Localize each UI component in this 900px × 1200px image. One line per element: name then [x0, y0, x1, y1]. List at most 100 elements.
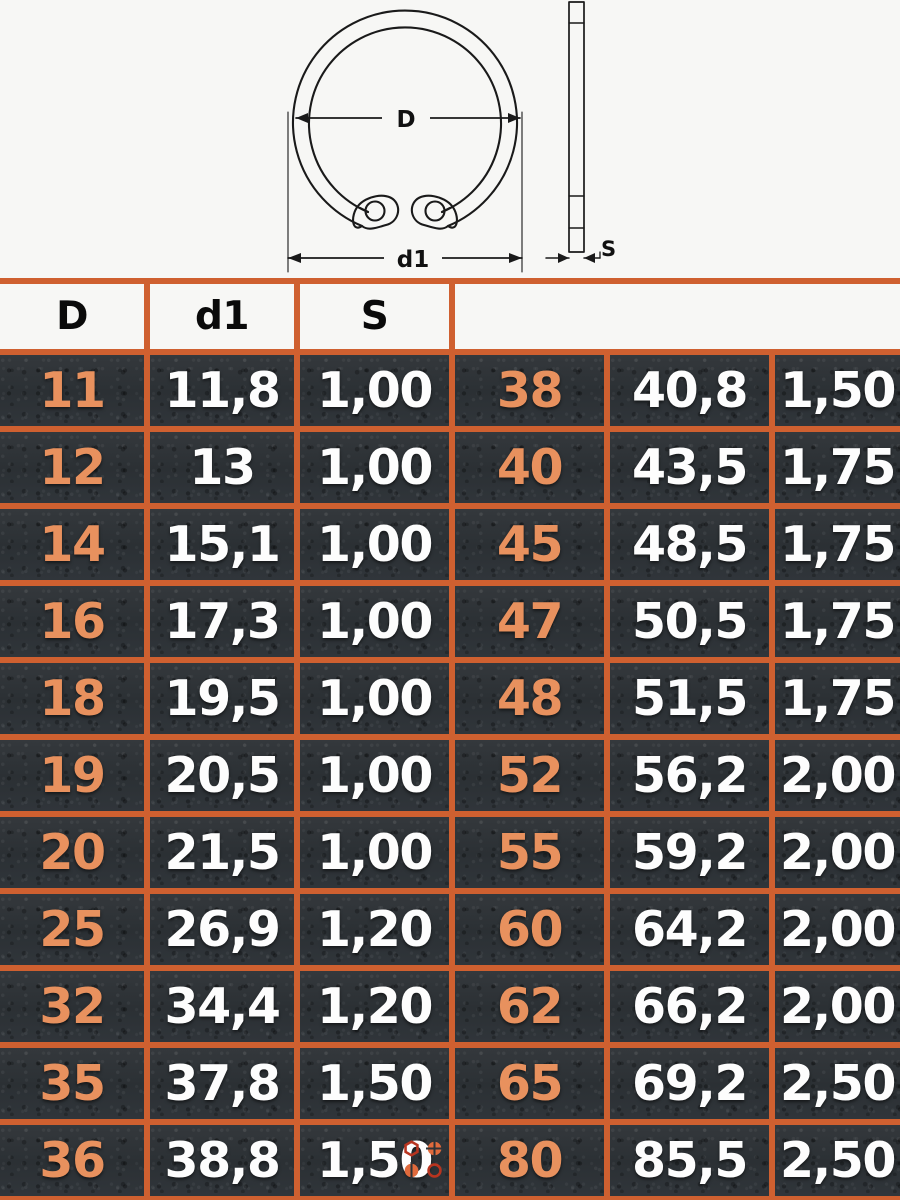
cell-value: 2,00	[780, 978, 896, 1035]
cell-value: 36	[39, 1132, 106, 1189]
cell-d-r1: 38	[455, 355, 610, 426]
cell-value: 1,75	[780, 516, 896, 573]
table-row: 32 34,4 1,20 62 66,2 2,00	[0, 971, 900, 1048]
cell-value: 56,2	[632, 747, 748, 804]
cell-d-r11: 36	[0, 1125, 150, 1196]
ring-outline-icon	[426, 1163, 442, 1178]
cell-s-r1: 1,00	[300, 355, 455, 426]
cell-d-r8: 60	[455, 894, 610, 965]
cell-d-r6: 52	[455, 740, 610, 811]
cell-d1-r8: 26,9	[150, 894, 300, 965]
cell-s-r5: 1,75	[775, 663, 900, 734]
cell-d-r7: 55	[455, 817, 610, 888]
crosshair-circle-icon	[425, 1139, 443, 1157]
cell-d1-r3: 15,1	[150, 509, 300, 580]
cell-d-r6: 19	[0, 740, 150, 811]
cell-s-r4: 1,00	[300, 586, 455, 657]
cell-d1-r3: 48,5	[610, 509, 775, 580]
cell-d1-r7: 59,2	[610, 817, 775, 888]
column-header-blank	[455, 284, 900, 349]
cell-value: 26,9	[164, 901, 281, 958]
cell-value: 34,4	[164, 978, 281, 1035]
cell-d1-r11: 85,5	[610, 1125, 775, 1196]
table-row: 18 19,5 1,00 48 51,5 1,75	[0, 663, 900, 740]
cell-value: 21,5	[164, 824, 281, 881]
cell-value: 1,75	[780, 593, 896, 650]
cell-s-r4: 1,75	[775, 586, 900, 657]
cell-value: 59,2	[632, 824, 748, 881]
cell-value: 2,50	[780, 1055, 896, 1112]
cell-s-r7: 2,00	[775, 817, 900, 888]
cell-value: 1,00	[317, 747, 433, 804]
cell-value: 19	[39, 747, 106, 804]
cell-s-r7: 1,00	[300, 817, 455, 888]
cell-value: 20,5	[164, 747, 281, 804]
cell-value: 1,75	[780, 670, 896, 727]
cell-d1-r4: 17,3	[150, 586, 300, 657]
cell-value: 40,8	[632, 362, 748, 419]
cell-value: 51,5	[632, 670, 748, 727]
cell-s-r3: 1,00	[300, 509, 455, 580]
cell-d-r3: 14	[0, 509, 150, 580]
cell-value: 11	[39, 362, 106, 419]
cell-value: 2,00	[780, 747, 896, 804]
cell-value: 40	[496, 439, 564, 496]
cell-s-r6: 1,00	[300, 740, 455, 811]
cell-value: 1,00	[317, 362, 433, 419]
cell-value: 38	[496, 362, 564, 419]
table-header-row: D d1 S	[0, 278, 900, 355]
cell-value: 12	[39, 439, 106, 496]
column-header-S: S	[300, 284, 455, 349]
cell-value: 62	[496, 978, 564, 1035]
cell-d-r1: 11	[0, 355, 150, 426]
cell-s-r8: 1,20	[300, 894, 455, 965]
cell-s-r1: 1,50	[775, 355, 900, 426]
cell-value: 64,2	[632, 901, 748, 958]
brand-logo-mark	[403, 1139, 445, 1182]
cell-value: 85,5	[632, 1132, 748, 1189]
cell-s-r11: 1,50	[300, 1125, 455, 1196]
cell-s-r9: 1,20	[300, 971, 455, 1042]
cell-value: 2,00	[780, 824, 896, 881]
cell-value: 1,00	[317, 593, 433, 650]
table-row: 14 15,1 1,00 45 48,5 1,75	[0, 509, 900, 586]
cell-value: 50,5	[632, 593, 748, 650]
cell-d1-r9: 66,2	[610, 971, 775, 1042]
dimension-spec-table: D d1 S 11 11,8 1,00 38 40,8 1,50 12 13 1,00 40 43,…	[0, 278, 900, 1200]
table-row: 35 37,8 1,50 65 69,2 2,50	[0, 1048, 900, 1125]
cell-d1-r4: 50,5	[610, 586, 775, 657]
half-circle-icon	[404, 1162, 419, 1179]
cell-value: 1,20	[317, 978, 433, 1035]
cell-value: 47	[496, 593, 564, 650]
cell-value: 80	[496, 1132, 564, 1189]
cell-d-r2: 40	[455, 432, 610, 503]
cell-value: 1,20	[317, 901, 433, 958]
cell-d1-r2: 43,5	[610, 432, 775, 503]
cell-s-r11: 2,50	[775, 1125, 900, 1196]
cell-value: 1,00	[317, 824, 433, 881]
cell-d1-r8: 64,2	[610, 894, 775, 965]
cell-value: 15,1	[164, 516, 281, 573]
cell-d-r10: 65	[455, 1048, 610, 1119]
cell-value: 2,50	[780, 1132, 896, 1189]
table-body: 11 11,8 1,00 38 40,8 1,50 12 13 1,00 40 43,5 1,75 14…	[0, 355, 900, 1200]
cell-d-r7: 20	[0, 817, 150, 888]
cell-s-r5: 1,00	[300, 663, 455, 734]
cell-s-r2: 1,00	[300, 432, 455, 503]
cell-d-r8: 25	[0, 894, 150, 965]
cell-d1-r11: 38,8	[150, 1125, 300, 1196]
cell-value: 69,2	[632, 1055, 748, 1112]
cell-d1-r1: 11,8	[150, 355, 300, 426]
cell-d-r2: 12	[0, 432, 150, 503]
cell-d1-r7: 21,5	[150, 817, 300, 888]
cell-d-r9: 32	[0, 971, 150, 1042]
cell-d-r9: 62	[455, 971, 610, 1042]
cell-value: 48	[496, 670, 564, 727]
cell-value: 19,5	[164, 670, 281, 727]
table-row: 16 17,3 1,00 47 50,5 1,75	[0, 586, 900, 663]
cell-value: 52	[496, 747, 564, 804]
cell-value: 1,00	[317, 670, 433, 727]
cell-value: 16	[39, 593, 106, 650]
cell-value: 1,75	[780, 439, 896, 496]
cell-value: 60	[496, 901, 564, 958]
